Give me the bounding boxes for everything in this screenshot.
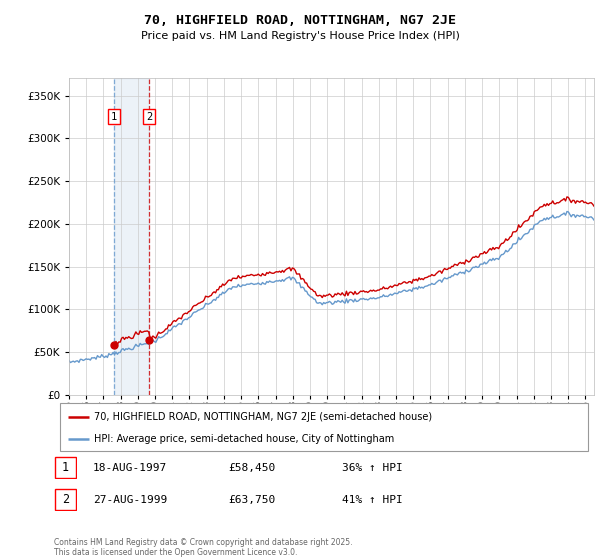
Text: 2: 2 [146,112,152,122]
Text: 1: 1 [62,461,69,474]
Text: £58,450: £58,450 [228,463,275,473]
Text: HPI: Average price, semi-detached house, City of Nottingham: HPI: Average price, semi-detached house,… [94,434,395,444]
Text: 36% ↑ HPI: 36% ↑ HPI [342,463,403,473]
Text: 27-AUG-1999: 27-AUG-1999 [93,494,167,505]
Text: 1: 1 [111,112,117,122]
FancyBboxPatch shape [55,457,76,478]
Text: 2: 2 [62,493,69,506]
Text: 41% ↑ HPI: 41% ↑ HPI [342,494,403,505]
Text: 70, HIGHFIELD ROAD, NOTTINGHAM, NG7 2JE: 70, HIGHFIELD ROAD, NOTTINGHAM, NG7 2JE [144,14,456,27]
Text: Price paid vs. HM Land Registry's House Price Index (HPI): Price paid vs. HM Land Registry's House … [140,31,460,41]
FancyBboxPatch shape [60,403,588,451]
Text: 18-AUG-1997: 18-AUG-1997 [93,463,167,473]
Bar [114,78,149,395]
Text: 70, HIGHFIELD ROAD, NOTTINGHAM, NG7 2JE (semi-detached house): 70, HIGHFIELD ROAD, NOTTINGHAM, NG7 2JE … [94,412,433,422]
Text: £63,750: £63,750 [228,494,275,505]
FancyBboxPatch shape [55,489,76,510]
Text: Contains HM Land Registry data © Crown copyright and database right 2025.
This d: Contains HM Land Registry data © Crown c… [54,538,353,557]
